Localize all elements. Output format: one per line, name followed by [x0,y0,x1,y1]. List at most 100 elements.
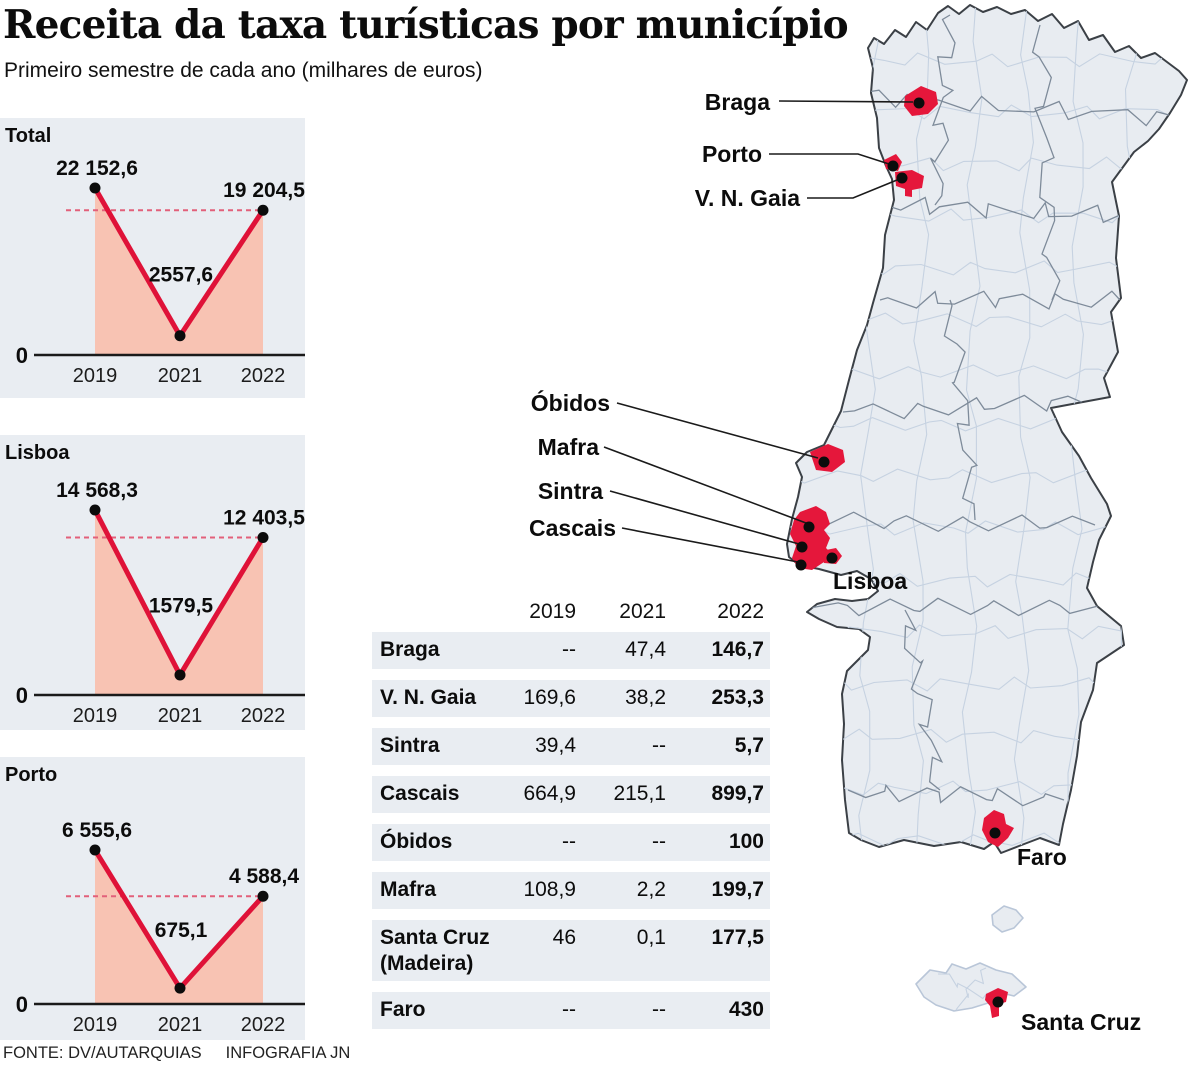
year-tick-label: 2021 [158,365,203,387]
table-cell: 2,2 [636,878,666,901]
page-title: Receita da taxa turísticas por município [3,2,849,48]
marker-dot-lisboa [826,552,838,564]
municipality-name: Mafra [380,878,437,901]
municipality-name: Óbidos [380,830,453,853]
year-tick-label: 2022 [241,365,286,387]
value-label-2022: 4 588,4 [229,865,299,888]
table-cell: -- [562,998,576,1021]
value-label-2019: 6 555,6 [62,819,132,842]
marker-dot-obidos [818,456,830,468]
zero-baseline-label: 0 [16,343,28,368]
table-row: Óbidos -- -- 100 [372,824,770,861]
table-cell: -- [652,830,666,853]
marker-dot-faro [989,827,1001,839]
marker-dot-mafra [803,521,815,533]
leader-line-obidos [616,402,819,459]
table-cell: 38,2 [625,686,666,709]
table-row: Braga -- 47,4 146,7 [372,632,770,669]
year-tick-label: 2021 [158,1014,203,1036]
revenue-table: 2019 2021 2022 Braga -- 47,4 146,7 V. N. Gaia 16… [372,600,770,1040]
column-header: 2022 [717,600,764,623]
data-point-dot [257,531,269,543]
chart-panel-porto: Porto 6 555,6 675,1 4 588,4 0 2019 2021 2022 [0,757,305,1040]
year-tick-label: 2022 [241,1014,286,1036]
column-header: 2021 [619,600,666,623]
marker-dot-santacruz [992,996,1004,1008]
infographic-credit: INFOGRAFIA JN [225,1044,351,1062]
chart-title: Lisboa [5,442,70,464]
map-label-braga: Braga [705,89,770,115]
table-row: Faro -- -- 430 [372,992,770,1029]
data-point-dot [89,504,101,516]
zero-baseline-label: 0 [16,683,28,708]
page-subtitle: Primeiro semestre de cada ano (milhares … [4,59,483,82]
table-cell: 430 [728,998,764,1021]
marker-dot-braga [913,97,925,109]
data-point-dot [174,982,186,994]
data-point-dot [257,204,269,216]
table-row: Sintra 39,4 -- 5,7 [372,728,770,765]
table-cell: 899,7 [711,782,764,805]
table-cell: 169,6 [523,686,576,709]
map-label-cascais: Cascais [529,515,616,541]
year-tick-label: 2019 [73,1014,118,1036]
leader-line-porto [769,153,890,165]
table-row: Santa Cruz (Madeira) 46 0,1 177,5 [372,920,770,981]
map-label-lisboa: Lisboa [833,568,907,594]
value-label-2021: 1579,5 [149,595,214,618]
table-cell: 108,9 [523,878,576,901]
municipality-name: Cascais [380,782,460,805]
table-cell: -- [562,830,576,853]
table-row: V. N. Gaia 169,6 38,2 253,3 [372,680,770,717]
table-cell: 46 [552,926,576,949]
data-point-dot [174,669,186,681]
year-tick-label: 2019 [73,365,118,387]
data-point-dot [89,182,101,194]
value-label-2019: 14 568,3 [56,479,138,502]
value-label-2022: 19 204,5 [223,179,305,202]
value-label-2021: 675,1 [155,919,208,942]
table-cell: -- [562,638,576,661]
table-cell: 100 [728,830,764,853]
municipality-name: Braga [380,638,440,661]
chart-title: Porto [5,764,57,786]
column-header: 2019 [529,600,576,623]
map-label-gaia: V. N. Gaia [695,185,800,211]
year-tick-label: 2022 [241,705,286,727]
municipality-name: Sintra [380,734,440,757]
chart-title: Total [5,125,51,147]
table-row: Mafra 108,9 2,2 199,7 [372,872,770,909]
zero-baseline-label: 0 [16,992,28,1017]
map-label-mafra: Mafra [538,434,600,460]
district-borders [794,14,1187,807]
leader-line-braga [778,100,914,103]
chart-panel-lisboa: Lisboa 14 568,3 1579,5 12 403,5 0 2019 2021 202… [0,435,305,730]
table-cell: 39,4 [535,734,576,757]
table-cell: 5,7 [734,734,764,757]
marker-dot-gaia [896,172,908,184]
table-cell: 47,4 [625,638,666,661]
table-cell: 215,1 [613,782,666,805]
table-header-row: 2019 2021 2022 [372,600,770,632]
marker-dot-sintra [796,541,808,553]
area-fill [95,188,263,355]
table-cell: 664,9 [523,782,576,805]
table-cell: 146,7 [711,638,764,661]
data-point-dot [257,890,269,902]
value-label-2021: 2557,6 [149,264,213,287]
value-label-2022: 12 403,5 [223,506,305,529]
map-label-santacruz: Santa Cruz [1021,1009,1141,1035]
municipality-name: Santa Cruz (Madeira) [380,926,490,975]
leader-line-mafra [603,446,807,524]
source-credit: FONTE: DV/AUTARQUIAS [3,1044,202,1062]
table-cell: -- [652,734,666,757]
chart-panel-total: Total 22 152,6 2557,6 19 204,5 0 2019 2021 2022 [0,118,305,398]
table-row: Cascais 664,9 215,1 899,7 [372,776,770,813]
area-fill [95,850,263,1004]
region-mafra-sintra-cascais [790,506,832,570]
leader-line-cascais [621,527,799,563]
area-fill [95,510,263,695]
data-point-dot [174,330,186,342]
